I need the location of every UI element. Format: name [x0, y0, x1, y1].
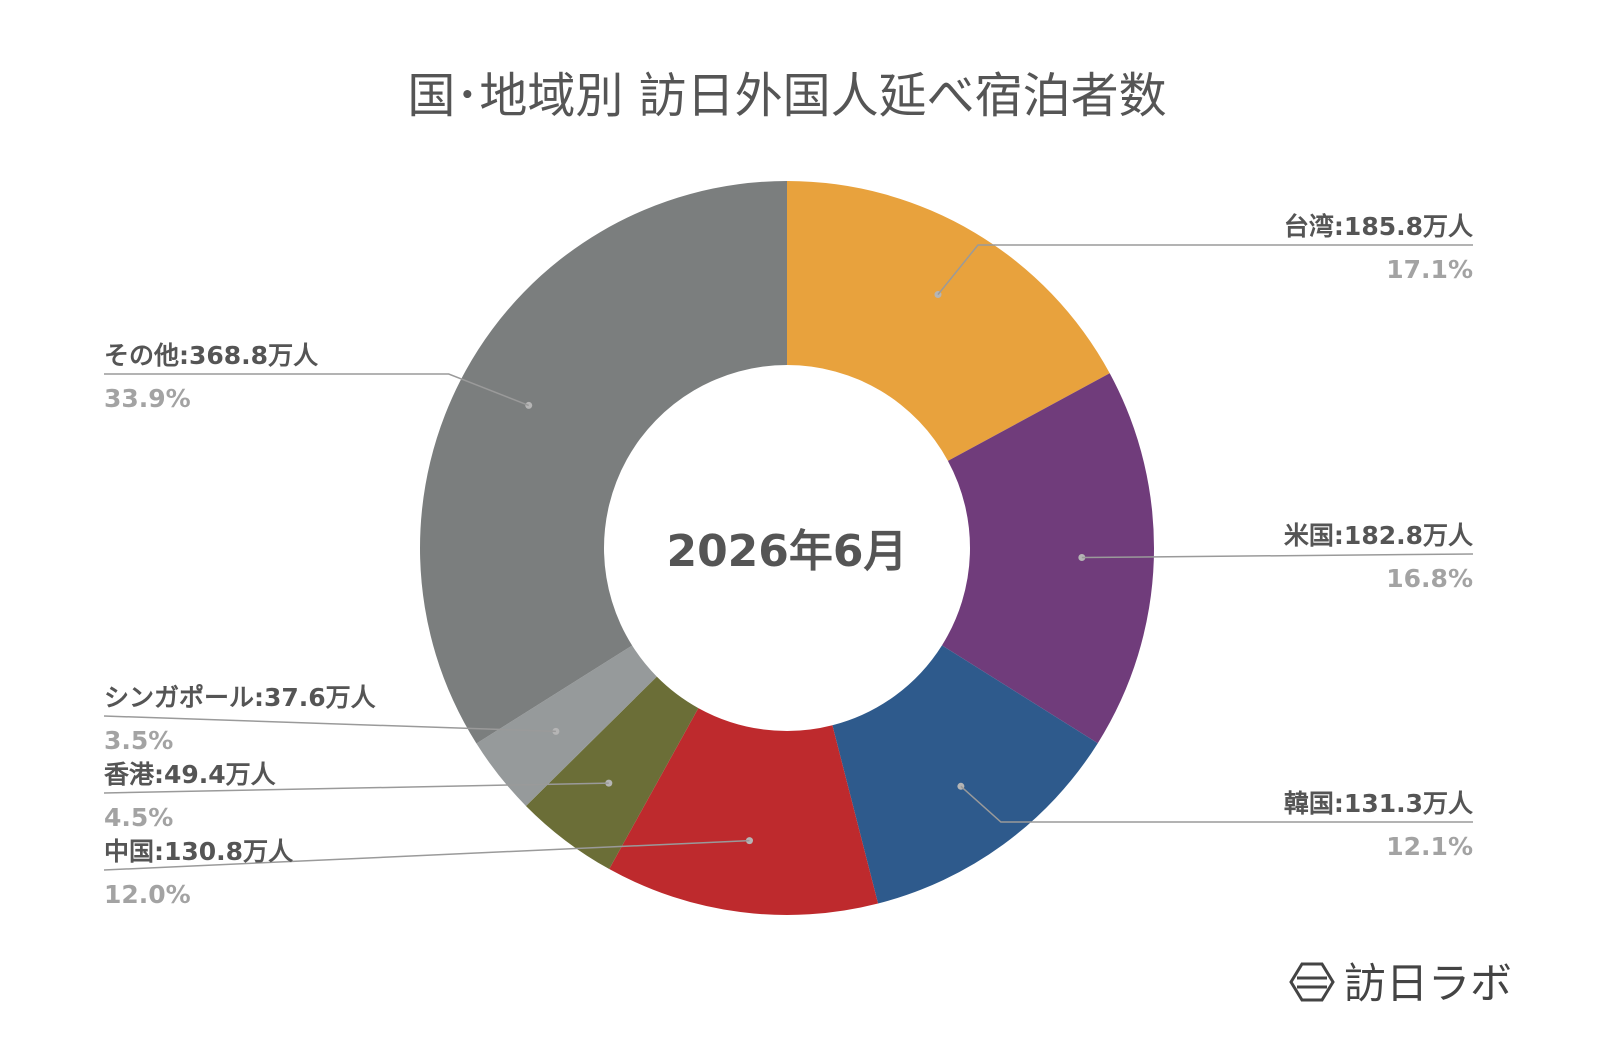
chart-title: 国･地域別 訪日外国人延べ宿泊者数	[407, 68, 1166, 124]
leader-line-2	[960, 785, 1473, 823]
slice-label-2: 韓国:131.3万人	[1284, 789, 1473, 818]
brand-logo: 訪日ラボ	[1289, 959, 1512, 1008]
center-label: 2026年6月	[666, 526, 907, 577]
slice-percent-2: 12.1%	[1386, 832, 1473, 861]
slice-label-5: シンガポール:37.6万人	[104, 683, 376, 712]
slice-label-3: 中国:130.8万人	[104, 837, 293, 866]
leader-line-5	[103, 715, 556, 733]
leader-line-3	[103, 839, 750, 871]
slice-label-0: 台湾:185.8万人	[1284, 212, 1473, 241]
brand-text: 訪日ラボ	[1344, 959, 1512, 1008]
slice-3	[609, 708, 879, 915]
slice-4	[525, 676, 699, 870]
slice-label-4: 香港:49.4万人	[104, 760, 276, 789]
slice-1	[941, 373, 1154, 744]
slice-0	[787, 181, 1110, 461]
leader-line-4	[103, 782, 609, 794]
slice-label-1: 米国:182.8万人	[1284, 521, 1473, 550]
leader-line-6	[104, 373, 530, 407]
leader-line-0	[937, 244, 1473, 296]
leader-line-1	[1081, 553, 1474, 559]
slice-percent-3: 12.0%	[104, 880, 191, 909]
slice-percent-1: 16.8%	[1386, 564, 1473, 593]
slice-percent-6: 33.9%	[104, 384, 191, 413]
slice-percent-5: 3.5%	[104, 726, 173, 755]
slice-percent-4: 4.5%	[104, 803, 173, 832]
slice-2	[832, 645, 1098, 904]
slice-label-6: その他:368.8万人	[104, 341, 318, 370]
slice-6	[420, 181, 787, 744]
hexagon-logo-icon	[1289, 962, 1335, 1002]
slice-percent-0: 17.1%	[1386, 255, 1473, 284]
slice-5	[476, 645, 657, 806]
